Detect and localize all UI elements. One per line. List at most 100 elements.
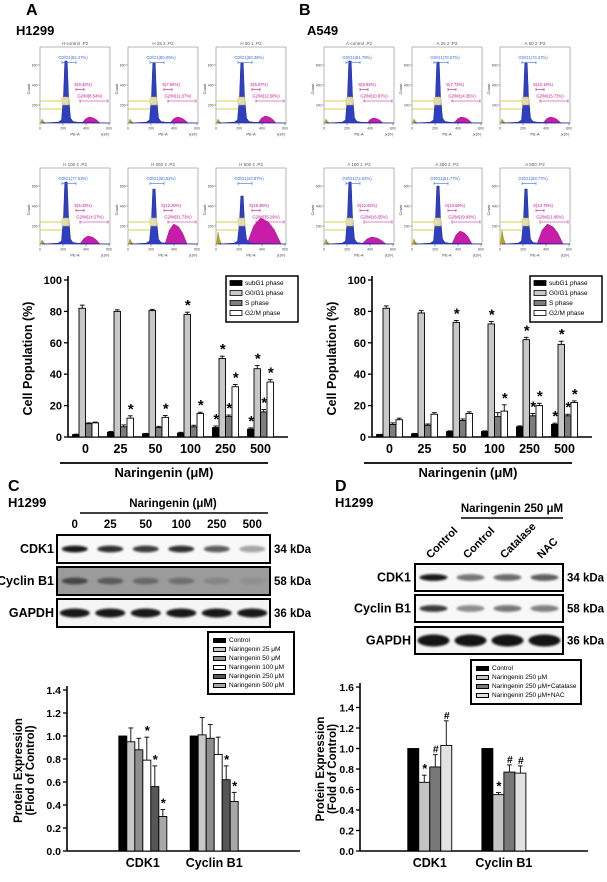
bar	[91, 422, 99, 438]
svg-text:200: 200	[148, 127, 154, 131]
svg-text:100: 100	[44, 275, 62, 287]
legend-label: Naringenin 250 μM+NAC	[492, 692, 565, 699]
s-annotation: S(12.29%)	[161, 203, 181, 208]
protein-band	[130, 608, 161, 618]
category-label: 250	[215, 442, 236, 456]
flow-ylabel: Count	[114, 83, 119, 95]
bar	[494, 416, 502, 438]
svg-text:20: 20	[50, 401, 62, 413]
flow-xlabel: PE-A	[70, 132, 80, 137]
significance-marker: *	[128, 401, 134, 418]
flow-xlabel: PE-A	[354, 253, 364, 258]
bar	[514, 772, 527, 852]
svg-text:400: 400	[404, 83, 410, 87]
category-label: 100	[484, 442, 505, 456]
svg-text:40: 40	[50, 369, 62, 381]
significance-marker: *	[524, 322, 530, 339]
legend-item: Naringenin 50 μM	[213, 654, 289, 663]
flow-xlabel: PE-A	[354, 132, 364, 137]
lane-label: 500	[243, 519, 262, 531]
svg-text:600: 600	[120, 184, 126, 188]
bar	[177, 432, 185, 438]
lane-label: Control	[461, 525, 497, 561]
significance-marker: *	[261, 395, 267, 412]
bar	[551, 423, 559, 438]
s-annotation: S(13.79%)	[533, 203, 553, 208]
svg-text:0: 0	[411, 127, 413, 131]
significance-marker: *	[565, 399, 571, 416]
protein-band	[417, 634, 450, 647]
svg-text:0: 0	[411, 248, 413, 252]
bar	[229, 801, 239, 852]
svg-text:1.6: 1.6	[339, 682, 354, 694]
legend-label: Naringenin 25 μM	[229, 646, 281, 653]
svg-text:0.4: 0.4	[46, 800, 61, 812]
svg-text:400: 400	[316, 204, 322, 208]
protein-band	[419, 574, 448, 581]
legend-swatch	[476, 666, 489, 671]
svg-text:400: 400	[404, 204, 410, 208]
flow-xlabel: PE-A	[246, 253, 256, 258]
bar	[148, 310, 156, 438]
bar	[440, 744, 453, 852]
legend-label: subG1 phase	[549, 280, 588, 287]
kda-label: 34 kDa	[567, 573, 605, 585]
category-label: 25	[114, 442, 128, 456]
g2m-annotation: G2/M(21.95%)	[536, 215, 564, 220]
legend-label: G0/G1 phase	[245, 290, 284, 297]
bar	[85, 423, 93, 438]
bar	[161, 416, 169, 438]
svg-text:200: 200	[60, 127, 66, 131]
svg-text:600: 600	[566, 127, 572, 131]
s-annotation: S(7.73%)	[446, 82, 464, 87]
bar	[183, 314, 191, 438]
legend-label: G2/M phase	[549, 310, 585, 317]
flow-plot-title: H-control .P2	[62, 41, 89, 46]
significance-marker: *	[502, 390, 508, 407]
panel-d-label: D	[335, 478, 347, 495]
significance-marker: #	[518, 756, 524, 767]
bar	[260, 411, 268, 438]
svg-text:600: 600	[32, 184, 38, 188]
panel-c-bar-chart: 0.0 0.2 0.4 0.6 0.8 1.0 1.2 1.4 Protein Expressi…	[13, 685, 300, 870]
flow-xlabel: PE-A	[442, 253, 452, 258]
significance-marker: *	[255, 351, 261, 368]
bar	[218, 358, 226, 438]
g2m-annotation: G2/M(14.27%)	[76, 215, 104, 220]
svg-text:400: 400	[32, 83, 38, 87]
significance-marker: *	[226, 400, 232, 417]
protein-band	[61, 577, 88, 585]
bar	[452, 321, 460, 438]
bar	[492, 794, 505, 852]
category-label: 50	[149, 442, 163, 456]
g2m-annotation: G2/M(31.73%)	[164, 215, 192, 220]
svg-text:600: 600	[208, 184, 214, 188]
svg-text:200: 200	[432, 127, 438, 131]
protein-band	[97, 577, 124, 585]
panel-a-cell-line: H1299	[16, 23, 55, 38]
flow-ylabel: Count	[202, 204, 207, 216]
bar	[231, 386, 239, 438]
svg-text:600: 600	[106, 127, 112, 131]
svg-text:60: 60	[50, 338, 62, 350]
legend-label: Naringenin 250 μM	[229, 673, 285, 680]
svg-text:0: 0	[127, 127, 129, 131]
category-label: Cyclin B1	[186, 856, 243, 870]
significance-marker: *	[161, 796, 167, 811]
significance-marker: *	[198, 397, 204, 414]
svg-text:600: 600	[32, 63, 38, 67]
protein-band	[168, 545, 195, 553]
bar	[459, 420, 467, 438]
panel-b-cell-line: A549	[307, 23, 339, 38]
g0g1-annotation: G0/G1(61.77%)	[430, 176, 460, 181]
flow-ylabel: Count	[26, 204, 31, 216]
legend-swatch	[213, 638, 226, 643]
protein-band	[454, 634, 487, 647]
legend-swatch	[476, 675, 489, 680]
blot-strip	[56, 598, 271, 628]
protein-label: GAPDH	[366, 634, 411, 648]
svg-text:1.2: 1.2	[339, 723, 354, 735]
s-annotation: S(13.59%)	[445, 203, 465, 208]
